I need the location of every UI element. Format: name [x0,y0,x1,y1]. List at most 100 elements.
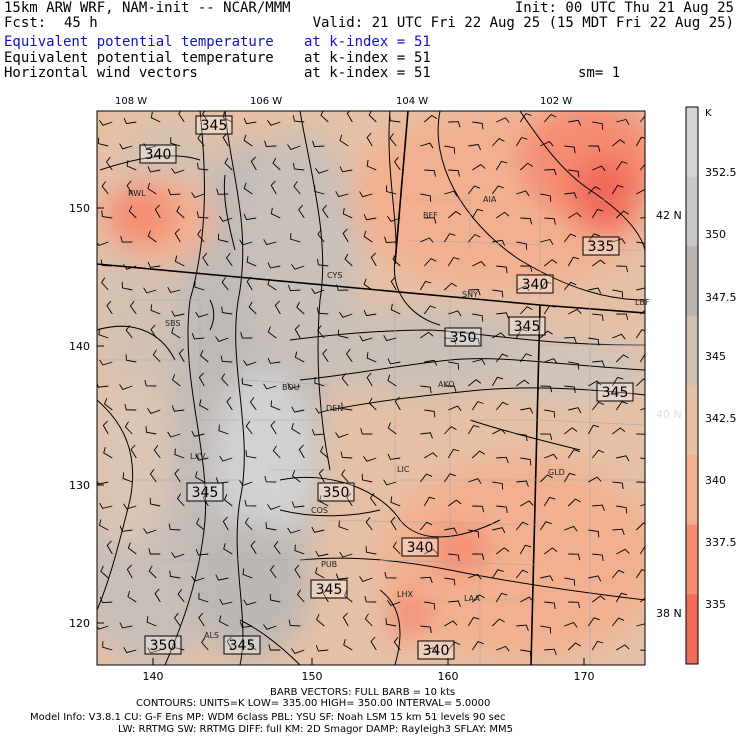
wind-barb [294,351,305,363]
wind-barb [222,111,233,123]
wind-barb [424,114,438,123]
wind-barb [496,312,509,319]
wind-barb [519,113,532,123]
wind-barb [287,382,301,389]
wind-barb [543,113,557,123]
wind-barb [341,469,349,483]
station-sny: SNY [462,290,478,299]
wind-barb [298,204,305,219]
model-title: 15km ARW WRF, NAM-init -- NCAR/MMM [4,0,291,16]
wind-barb [516,190,530,197]
wind-barb [368,397,377,411]
wind-barb [366,132,373,147]
wind-barb [178,348,185,363]
wind-barb [102,420,109,435]
wind-barb [520,407,534,414]
wind-barb [177,589,185,603]
wind-barb [420,331,434,339]
wind-barb [611,617,625,627]
wind-barb [198,372,205,387]
wind-barb [587,424,600,435]
wind-barb [544,358,558,364]
wind-barb [123,647,137,654]
wind-barb [176,205,185,219]
lon-label-104w: 104 W [396,96,428,107]
wind-barb [491,569,504,579]
wind-barb [243,134,253,147]
wind-barb [383,335,397,342]
wind-barb [291,470,301,483]
wind-barb [250,540,257,555]
wind-barb [390,303,401,315]
wind-barb [539,281,552,291]
wind-barb [467,616,480,627]
wind-barb [339,312,353,318]
barb-legend: BARB VECTORS: FULL BARB = 10 kts [270,687,456,698]
wind-barb [424,359,438,366]
wind-barb [588,476,602,483]
contour-label: 345 [229,638,256,654]
wind-barb [154,204,161,219]
wind-barb [420,625,432,633]
wind-barb [263,239,277,246]
wind-barb [223,542,233,555]
wind-barb [384,236,397,243]
wind-barb [101,277,109,291]
wind-barb [169,570,181,579]
wind-barb [216,188,229,195]
wind-barb [315,567,325,579]
wind-barb [635,329,645,339]
wind-barb [495,353,509,363]
wind-barb [222,132,229,147]
wind-barb [588,145,601,152]
wind-barb [519,544,532,555]
wind-barb [444,577,456,586]
wind-barb [544,453,558,460]
wind-barb [191,333,205,340]
colorbar-label: 342.5 [705,412,737,425]
wind-barb [270,207,281,219]
wind-barb [544,217,556,225]
wind-barb [240,332,253,339]
wind-barb [639,115,645,123]
wind-barb [467,233,481,243]
wind-barb [196,518,205,531]
wind-barb [640,265,645,267]
wind-barb [191,192,205,198]
wind-barb [97,480,109,485]
lat-label-42n: 42 N [656,209,682,222]
wind-barb [386,185,397,195]
wind-barb [247,638,257,651]
forecast-hour: 45 h [64,15,98,31]
colorbar-label: 347.5 [705,291,737,304]
wind-barb [267,326,277,339]
wind-barb [311,429,325,436]
wind-barb [612,289,624,298]
wind-barb [317,229,325,243]
wind-barb [611,569,625,579]
wind-barb [339,166,353,173]
wind-barb [592,259,606,267]
wind-barb [178,111,185,123]
wind-barb [342,612,349,627]
station-bou: BOU [282,383,300,392]
contour-label: 340 [522,277,549,293]
grid-y-150: 150 [69,202,90,215]
wind-barb [471,641,484,651]
wind-barb [249,397,257,411]
wind-barb [468,144,482,151]
wind-barb [468,573,482,580]
wind-barb [636,623,645,627]
wind-barb [540,433,553,441]
wind-barb [568,601,581,609]
wind-barb [520,500,534,507]
wind-barb [587,186,601,195]
wind-barb [424,452,438,459]
wind-barb [370,252,377,267]
model-info-line-2: LW: RRTMG SW: RRTMG DIFF: full KM: 2D Sm… [118,724,514,735]
colorbar-swatch [686,176,698,247]
station-labels: RWL BFF AIA CYS SNY SBS LBF BOU DEN AKO … [128,189,650,640]
colorbar-swatch [686,385,698,456]
wind-barb [197,133,205,147]
wind-barb [472,313,484,322]
